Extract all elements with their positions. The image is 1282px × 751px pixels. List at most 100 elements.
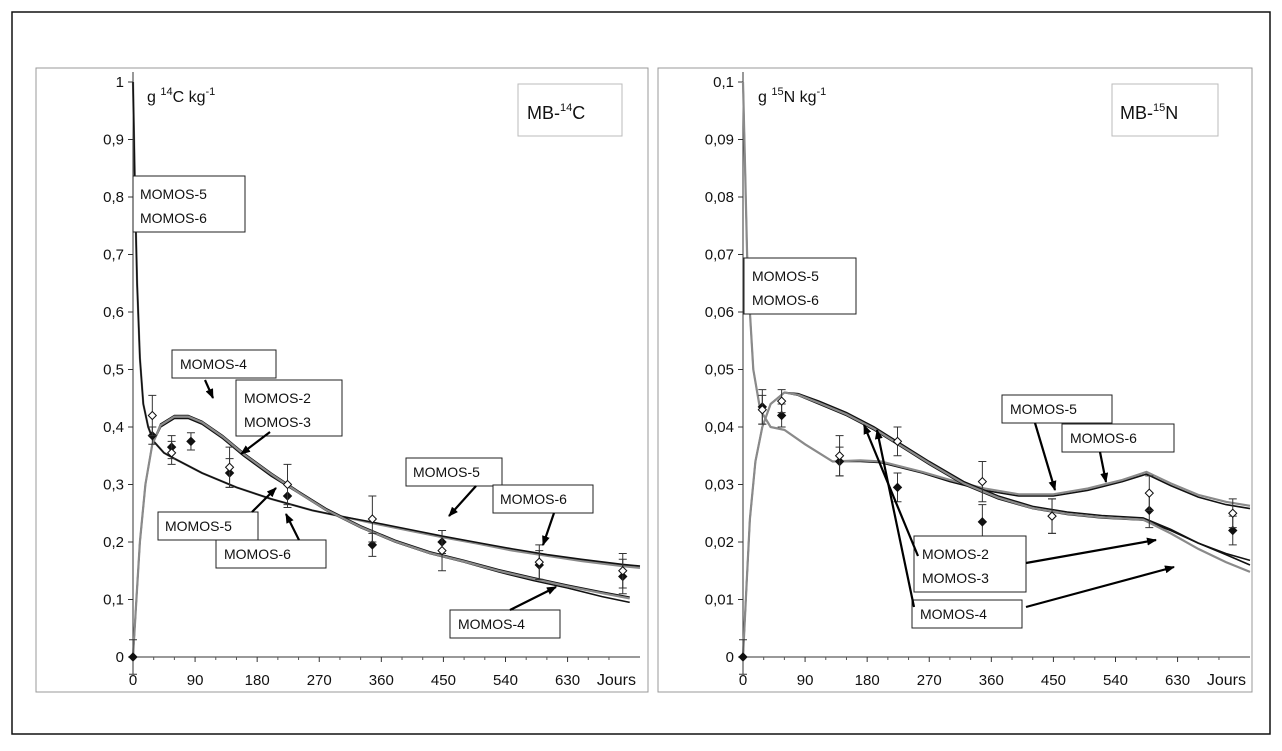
x-tick-label: 90 [187,672,204,689]
x-axis-label: Jours [597,672,636,689]
chart-title-part: MB- [1120,103,1153,123]
y-tick-label: 0,02 [705,534,734,551]
annotation-label: MOMOS-6 [140,210,207,226]
y-tick-label: 0,8 [103,189,124,206]
data-point-open [618,566,628,576]
x-tick-label: 0 [129,672,137,689]
y-axis-label-part: C kg [173,89,206,106]
chart-title-part: 14 [560,102,572,114]
y-tick-label: 0,7 [103,247,124,264]
annotation-label: MOMOS-5 [140,186,207,202]
data-point-filled [738,652,748,662]
data-point-open [224,462,235,472]
y-tick-label: 0 [116,649,124,666]
annotation-arrow [874,429,916,608]
annotation-label: MOMOS-6 [224,546,291,562]
annotation-label: MOMOS-5 [413,464,480,480]
series-line [741,391,1251,658]
y-tick-label: 0,03 [705,477,734,494]
data-point-open [282,479,293,490]
x-tick-label: 630 [555,672,580,689]
y-axis-label-part: -1 [206,86,216,98]
x-axis-label: Jours [1207,672,1246,689]
series-line [741,81,1251,507]
chart-title: MB-14C [527,102,585,123]
annotation-label: MOMOS-4 [458,616,525,632]
chart-title: MB-15N [1120,102,1178,123]
data-point-filled [892,482,903,493]
annotation-label: MOMOS-2 [922,546,989,562]
chart-title-part: C [572,103,585,123]
x-tick-label: 180 [855,672,880,689]
x-tick-label: 360 [369,672,394,689]
chart-title-part: 15 [1153,102,1165,114]
annotation-box [449,609,561,639]
x-tick-label: 270 [917,672,942,689]
data-point-open [1047,511,1057,521]
y-axis-label: g 15N kg-1 [758,86,826,106]
annotation-label: MOMOS-4 [920,606,987,622]
y-tick-label: 0,08 [705,189,734,206]
annotation-label: MOMOS-5 [165,518,232,534]
x-tick-label: 90 [797,672,814,689]
data-point-open [534,557,544,567]
annotation-arrow [509,586,557,611]
y-axis-label-part: N kg [784,89,817,106]
y-axis-label-part: g [147,89,160,106]
data-point-filled [1228,525,1238,536]
data-point-filled [128,652,138,662]
chart-title-box [517,83,623,137]
chart-title-box [1111,83,1219,137]
y-axis-label-part: -1 [817,86,827,98]
annotation-label: MOMOS-6 [500,491,567,507]
annotation-box [492,484,594,514]
data-point-open [757,405,768,415]
y-tick-label: 1 [116,74,124,91]
y-tick-label: 0,01 [705,592,734,609]
data-point-open [437,545,447,556]
y-tick-label: 0,06 [705,304,734,321]
annotation-label: MOMOS-3 [244,414,311,430]
annotation-arrow [285,513,300,541]
x-tick-label: 630 [1165,672,1190,689]
annotation-label: MOMOS-6 [1070,430,1137,446]
annotation-arrow [251,487,277,513]
annotation-label: MOMOS-3 [922,570,989,586]
data-point-open [1228,508,1238,518]
data-point-open [147,410,158,421]
y-axis-label-part: 15 [771,86,783,98]
chart-panel-mb-14c: 0 0,1 0,2 0,3 0,4 0,5 0,6 0,7 0,8 0,9 1 0 90 180 270 36… [103,72,641,689]
y-tick-label: 0,07 [705,247,734,264]
annotation-box [1001,394,1113,424]
annotation-box [911,599,1023,629]
annotation-box [235,379,343,437]
data-point-filled [977,517,988,527]
series-line [132,81,641,567]
annotation-label: MOMOS-4 [180,356,247,372]
x-tick-label: 540 [493,672,518,689]
y-axis-label-part: g [758,89,771,106]
annotation-box [132,175,246,233]
data-point-open [776,396,787,406]
annotation-label: MOMOS-5 [752,268,819,284]
data-point-open [1144,488,1154,498]
y-tick-label: 0,5 [103,362,124,379]
annotation-box [215,539,327,569]
x-tick-label: 180 [245,672,270,689]
annotation-box [405,457,503,487]
panel-frame-right [657,67,1253,693]
data-point-filled [186,436,196,447]
y-tick-label: 0,4 [103,419,124,436]
annotation-arrow [240,431,271,455]
data-point-filled [367,540,378,550]
y-tick-label: 0,04 [705,419,734,436]
annotation-box [743,257,857,315]
series-line [131,415,630,658]
annotation-box [171,349,277,379]
y-tick-label: 0,09 [705,132,734,149]
chart-panel-mb-15n: 0 0,01 0,02 0,03 0,04 0,05 0,06 0,07 0,08 0,09 0,1… [705,72,1251,689]
annotation-arrow [1033,422,1057,491]
x-tick-label: 450 [1041,672,1066,689]
